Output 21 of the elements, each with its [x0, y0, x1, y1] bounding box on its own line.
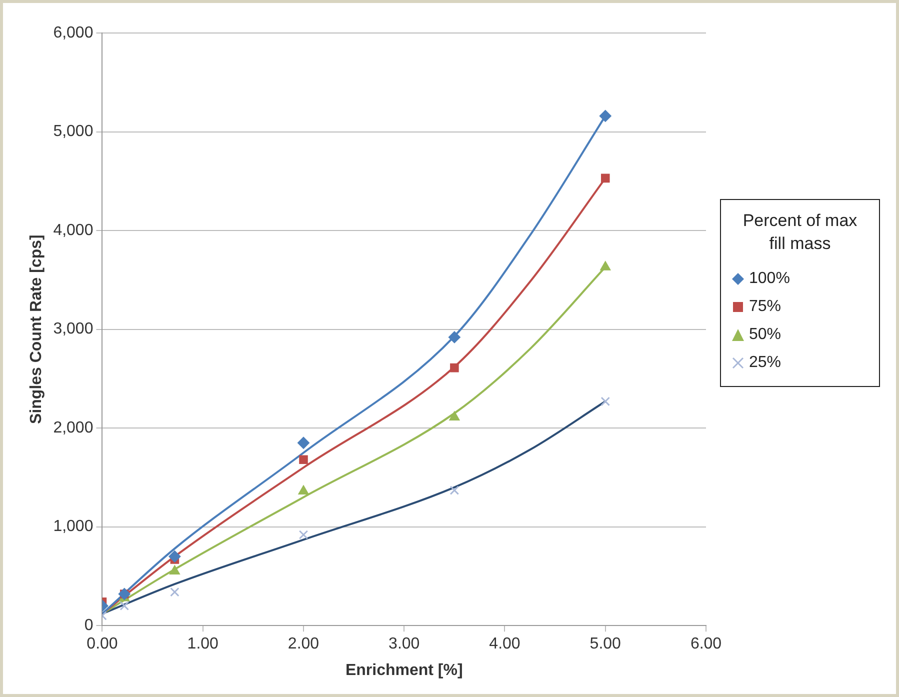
legend-label: 100%	[749, 270, 790, 288]
y-tick-label: 2,000	[53, 419, 94, 436]
y-tick-label: 1,000	[53, 518, 94, 536]
legend-label: 50%	[749, 326, 782, 344]
x-tick-label: 5.00	[590, 636, 622, 653]
y-tick-label: 5,000	[53, 123, 94, 140]
x-tick-label: 0.00	[86, 636, 118, 653]
legend-label: 25%	[749, 354, 782, 372]
x-tick-label: 3.00	[388, 636, 420, 653]
y-tick-label: 6,000	[53, 24, 94, 42]
y-tick-label: 4,000	[53, 222, 94, 239]
x-axis-title: Enrichment [%]	[345, 662, 463, 679]
x-tick-label: 6.00	[690, 636, 722, 653]
y-tick-label: 0	[84, 617, 94, 634]
legend-title: Percent of max fill mass	[742, 210, 858, 256]
x-tick-label: 2.00	[288, 636, 320, 653]
y-tick-label: 3,000	[53, 320, 94, 338]
x-tick-label: 4.00	[489, 636, 520, 653]
legend-label: 75%	[749, 298, 782, 316]
y-axis-title: Singles Count Rate [cps]	[28, 234, 46, 424]
x-tick-label: 1.00	[187, 636, 219, 653]
